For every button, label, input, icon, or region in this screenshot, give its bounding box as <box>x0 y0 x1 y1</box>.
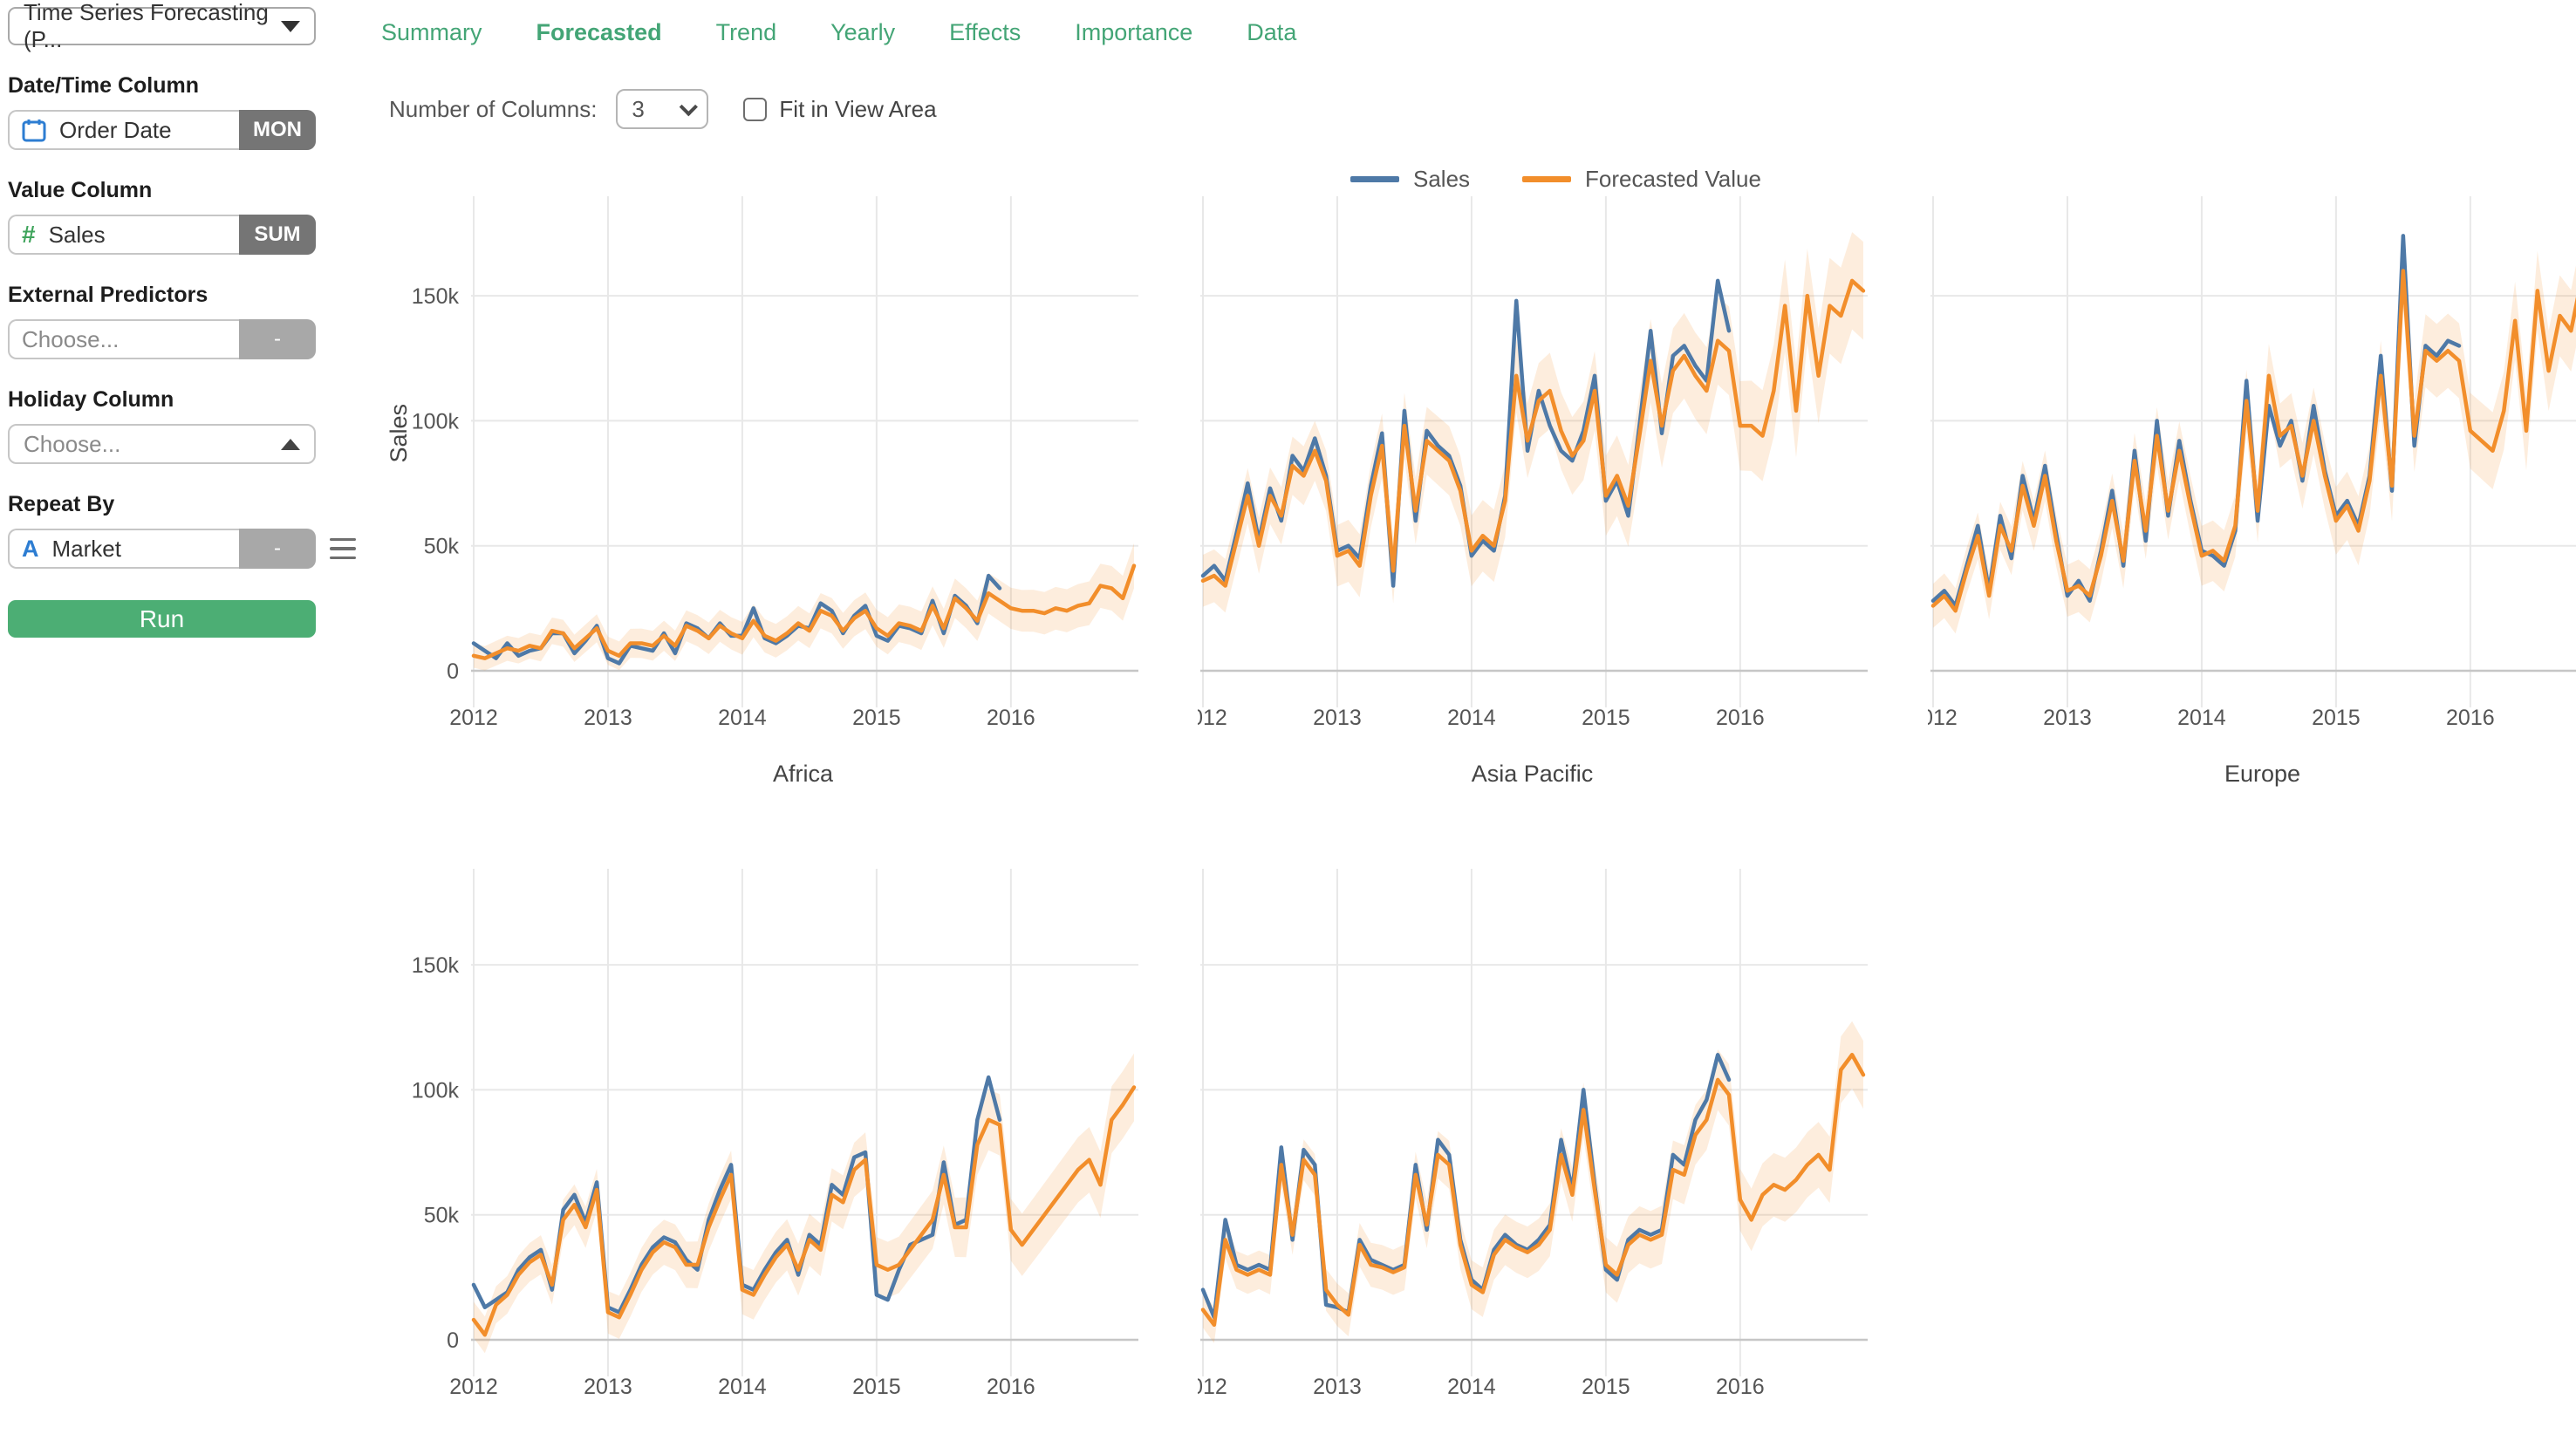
value-column-field: # Sales SUM <box>8 215 316 255</box>
y-tick-label: 50k <box>424 535 460 559</box>
x-tick-label: 2014 <box>718 1375 767 1399</box>
repeat-by-value: Market <box>51 535 121 562</box>
x-tick-label: 2016 <box>1716 706 1765 730</box>
analytics-type-value: Time Series Forecasting (P... <box>24 0 269 52</box>
x-tick-label: 2016 <box>987 1375 1035 1399</box>
x-tick-label: 2013 <box>1313 706 1362 730</box>
chart-europe: 2012 2013 2014 2015 2016 Europe <box>1928 196 2576 787</box>
external-predictors-button[interactable]: - <box>239 319 316 359</box>
tab-summary[interactable]: Summary <box>381 19 482 45</box>
sidebar: Time Series Forecasting (P... Date/Time … <box>0 0 358 638</box>
y-tick-label: 100k <box>412 1078 460 1103</box>
value-aggregation-button[interactable]: SUM <box>239 215 316 255</box>
chart-title: Asia Pacific <box>1472 761 1594 787</box>
x-tick-label: 2015 <box>852 706 901 730</box>
x-tick-label: 2012 <box>449 1375 498 1399</box>
x-tick-label: 2015 <box>852 1375 901 1399</box>
tab-importance[interactable]: Importance <box>1075 19 1193 45</box>
value-column-value: Sales <box>48 221 106 248</box>
date-column-label: Date/Time Column <box>8 73 200 98</box>
chart-title: Europe <box>2224 761 2300 787</box>
x-tick-label: 2013 <box>2043 706 2092 730</box>
tab-yearly[interactable]: Yearly <box>830 19 896 45</box>
repeat-by-field: A Market - <box>8 529 316 569</box>
x-tick-label: 2015 <box>2312 706 2361 730</box>
x-tick-label: 2014 <box>2177 706 2226 730</box>
x-tick-label: 2014 <box>1447 706 1496 730</box>
chart-africa: 2012 2013 2014 2015 2016 0 50k 100k 150k Sales Afr… <box>386 196 1138 787</box>
y-tick-label: 150k <box>412 953 460 978</box>
chart-region-4: 2012 2013 2014 2015 2016 0 50k 100k 150k <box>412 869 1138 1399</box>
value-column-input[interactable]: # Sales <box>8 215 239 255</box>
chevron-down-icon <box>281 20 300 32</box>
sales-legend-label: Sales <box>1413 166 1471 192</box>
chevron-up-icon <box>281 438 300 450</box>
chart-region-5: 2012 2013 2014 2015 2016 <box>1198 869 1868 1399</box>
forecast-legend-label: Forecasted Value <box>1585 166 1761 192</box>
external-predictors-label: External Predictors <box>8 283 208 307</box>
external-predictors-input[interactable]: Choose... <box>8 319 239 359</box>
repeat-by-row: A Market - <box>8 529 358 569</box>
y-tick-label: 50k <box>424 1204 460 1228</box>
y-tick-label: 0 <box>447 1328 459 1353</box>
tab-effects[interactable]: Effects <box>949 19 1022 45</box>
holiday-column-select[interactable]: Choose... <box>8 424 316 464</box>
external-predictors-placeholder: Choose... <box>22 325 120 352</box>
x-tick-label: 2015 <box>1582 1375 1630 1399</box>
text-type-icon: A <box>22 535 39 562</box>
tab-trend[interactable]: Trend <box>715 19 777 45</box>
x-tick-label: 2013 <box>584 1375 632 1399</box>
x-tick-label: 2012 <box>449 706 498 730</box>
x-tick-label: 2016 <box>1716 1375 1765 1399</box>
repeat-by-label: Repeat By <box>8 492 115 516</box>
repeat-by-button[interactable]: - <box>239 529 316 569</box>
run-button[interactable]: Run <box>8 600 316 638</box>
date-column-field: Order Date MON <box>8 110 316 150</box>
external-predictors-field: Choose... - <box>8 319 316 359</box>
date-aggregation-button[interactable]: MON <box>239 110 316 150</box>
value-column-label: Value Column <box>8 178 153 202</box>
holiday-column-placeholder: Choose... <box>24 430 121 457</box>
x-tick-label: 2016 <box>2446 706 2495 730</box>
sales-line-swatch <box>1350 176 1399 182</box>
x-tick-label: 2014 <box>718 706 767 730</box>
menu-icon[interactable] <box>330 537 356 560</box>
y-axis-label: Sales <box>386 404 412 463</box>
number-of-columns-label: Number of Columns: <box>389 95 598 122</box>
x-tick-label: 2012 <box>1198 706 1227 730</box>
number-of-columns-value: 3 <box>632 95 645 122</box>
x-tick-label: 2013 <box>1313 1375 1362 1399</box>
calendar-icon <box>22 120 46 142</box>
x-tick-label: 2012 <box>1198 1375 1227 1399</box>
number-of-columns-select[interactable]: 3 <box>616 89 709 129</box>
x-tick-label: 2013 <box>584 706 632 730</box>
y-tick-label: 150k <box>412 284 460 309</box>
x-tick-label: 2014 <box>1447 1375 1496 1399</box>
y-tick-label: 100k <box>412 409 460 434</box>
tab-bar: Summary Forecasted Trend Yearly Effects … <box>381 19 1296 46</box>
date-column-value: Order Date <box>59 116 172 143</box>
x-tick-label: 2012 <box>1928 706 1958 730</box>
chart-controls: Number of Columns: 3 Fit in View Area <box>389 89 937 129</box>
fit-in-view-checkbox[interactable] <box>743 97 768 121</box>
y-tick-label: 0 <box>447 659 459 684</box>
number-type-icon: # <box>22 221 36 248</box>
chart-legend: Sales Forecasted Value <box>1350 166 1761 193</box>
date-column-input[interactable]: Order Date <box>8 110 239 150</box>
forecast-line-swatch <box>1522 176 1572 182</box>
tab-data[interactable]: Data <box>1247 19 1297 45</box>
repeat-by-input[interactable]: A Market <box>8 529 239 569</box>
x-tick-label: 2016 <box>987 706 1035 730</box>
fit-in-view-label: Fit in View Area <box>779 95 937 122</box>
analytics-type-select[interactable]: Time Series Forecasting (P... <box>8 0 316 52</box>
holiday-column-label: Holiday Column <box>8 387 174 412</box>
chart-title: Africa <box>773 761 834 787</box>
x-tick-label: 2015 <box>1582 706 1630 730</box>
chart-asia-pacific: 2012 2013 2014 2015 2016 Asia Pacific <box>1198 196 1868 787</box>
tab-forecasted[interactable]: Forecasted <box>536 19 662 45</box>
